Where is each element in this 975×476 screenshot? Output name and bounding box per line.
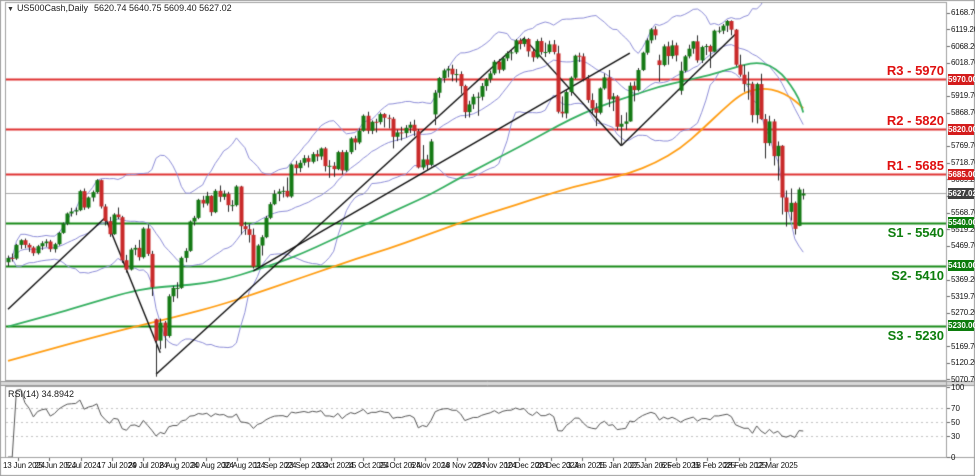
time-axis-label: 28 Feb 2025 [723,461,767,470]
price-badge-r3: 5970.00 [948,73,975,85]
rsi-axis-tick: 100 [951,383,965,392]
time-axis-label: 20 Dec 2024 [535,461,579,470]
time-axis-label: 25 Oct 2024 [378,461,421,470]
resistance-label-r2: R2 - 5820 [886,113,944,129]
price-axis-tick: 6018.70 [951,58,975,68]
time-axis-label: 3 Oct 2024 [316,461,354,470]
rsi-axis-tick: 0 [951,453,956,462]
resistance-label-r1: R1 - 5685 [886,158,944,174]
price-axis-tick: 6068.20 [951,41,975,51]
time-axis-label: 27 Jan 2025 [629,461,672,470]
price-axis-tick: 5718.70 [951,158,975,168]
support-label-s2: S2- 5410 [891,267,944,283]
time-axis-label: 23 Sep 2024 [284,461,329,470]
price-axis-tick: 5519.20 [951,224,975,234]
time-axis-label: 30 Aug 2024 [222,461,266,470]
time-axis-label: 29 Jul 2024 [128,461,168,470]
price-badge-s3: 5230.00 [948,320,975,332]
price-badge-s2: 5410.00 [948,260,975,272]
rsi-axis-tick: 30 [951,432,960,441]
time-axis-label: 25 Jun 2024 [34,461,77,470]
price-axis-tick: 5469.70 [951,241,975,251]
time-axis-label: 12 Mar 2025 [754,461,798,470]
price-axis-tick: 6168.70 [951,8,975,18]
price-axis-tick: 5568.70 [951,208,975,218]
symbol-period-label: US500Cash,Daily [16,3,88,13]
price-axis-tick: 6119.20 [951,24,975,34]
price-axis-tick: 5169.70 [951,341,975,351]
price-axis-tick: 5120.20 [951,358,975,368]
time-axis-label: 15 Oct 2024 [347,461,390,470]
price-axis-tick: 5270.20 [951,308,975,318]
time-axis-label: 11 Sep 2024 [253,461,297,470]
time-axis-label: 5 Jul 2024 [65,461,101,470]
time-axis-label: 3 Jan 2025 [566,461,605,470]
price-axis-tick: 5769.70 [951,141,975,151]
time-axis-label: 15 Jan 2025 [598,461,641,470]
time-axis-label: 28 Nov 2024 [472,461,517,470]
current-price-badge: 5627.02 [948,187,975,199]
ohlc-values: 5620.74 5640.75 5609.40 5627.02 [93,3,232,13]
price-axis-tick: 5070.70 [951,374,975,384]
time-axis-label: 10 Dec 2024 [504,461,548,470]
rsi-axis-tick: 50 [951,418,960,427]
rsi-indicator-label: RSI(14) 34.8942 [8,389,74,399]
support-label-s3: S3 - 5230 [887,327,944,343]
chart-symbol-marker-icon: ▼ [7,6,14,13]
price-axis-tick: 5868.70 [951,108,975,118]
price-axis-tick: 5369.20 [951,275,975,284]
price-axis-tick: 5919.70 [951,91,975,101]
price-axis-tick: 5319.70 [951,291,975,301]
time-axis-label: 8 Aug 2024 [159,461,199,470]
time-axis-label: 20 Aug 2024 [190,461,234,470]
time-axis-label: 13 Jun 2024 [3,461,45,470]
support-label-s1: S1 - 5540 [887,224,944,240]
price-badge-r1: 5685.00 [948,168,975,180]
time-axis-label: 18 Feb 2025 [692,461,735,470]
price-badge-s1: 5540.00 [948,217,975,229]
time-axis-label: 6 Nov 2024 [410,461,450,470]
rsi-axis-tick: 70 [951,404,960,413]
time-axis-label: 6 Feb 2025 [660,461,700,470]
resistance-label-r3: R3 - 5970 [886,63,944,79]
rsi-name: RSI(14) [8,389,40,399]
time-axis-label: 18 Nov 2024 [441,461,485,470]
time-axis-label: 17 Jul 2024 [96,461,137,470]
price-badge-r2: 5820.00 [948,123,975,135]
chart-title: ▼ US500Cash,Daily 5620.74 5640.75 5609.40 … [7,3,232,13]
rsi-value: 34.8942 [41,389,75,399]
